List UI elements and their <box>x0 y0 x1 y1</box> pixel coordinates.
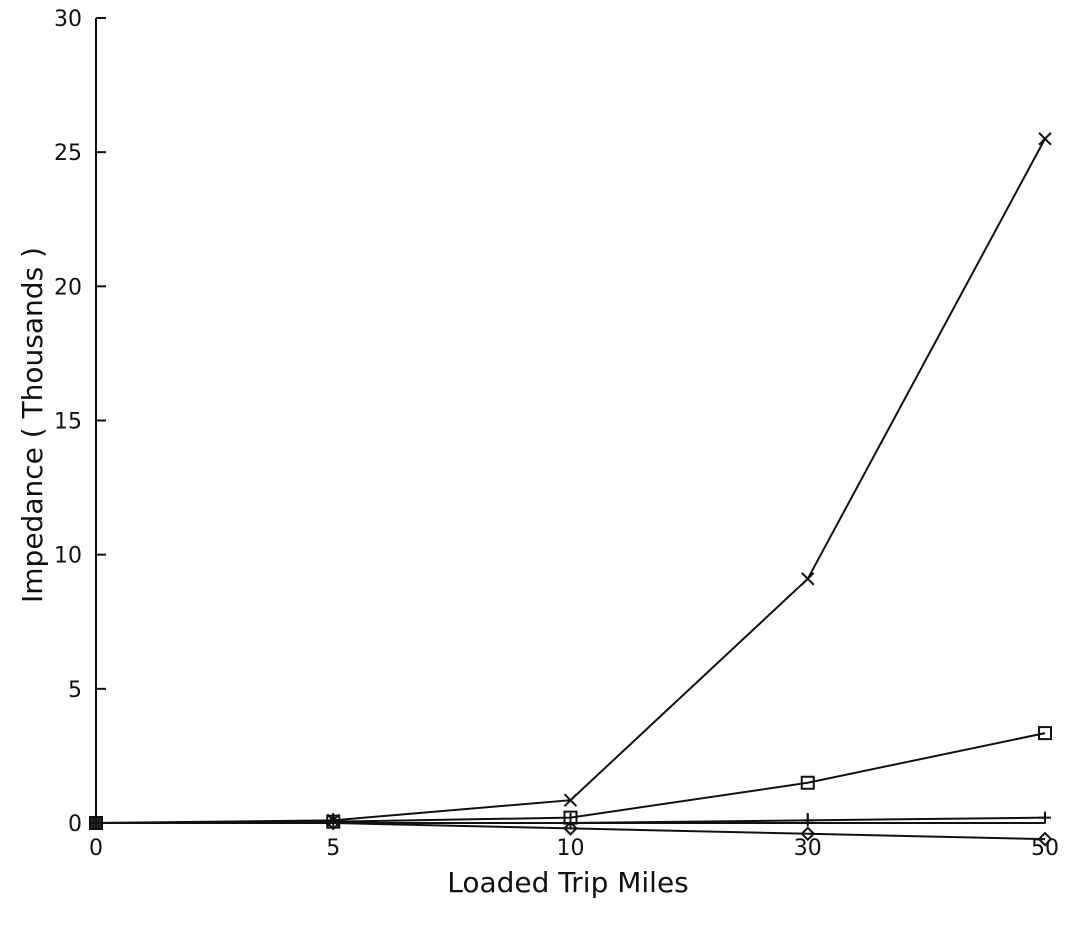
data-point-diamond <box>800 826 816 842</box>
x-tick-label: 5 <box>326 836 340 861</box>
x-tick-label: 50 <box>1031 836 1059 861</box>
data-point-plus <box>1039 811 1051 824</box>
data-point-square <box>800 775 815 790</box>
y-tick-label: 15 <box>54 410 82 435</box>
series-diamond <box>88 815 1053 847</box>
data-point-diamond <box>88 815 104 831</box>
data-point-diamond <box>325 815 341 831</box>
y-tick-label: 5 <box>68 678 82 703</box>
series-group <box>88 132 1053 847</box>
y-tick-label: 30 <box>54 7 82 32</box>
data-point-plus <box>801 814 814 827</box>
y-tick-label: 20 <box>54 275 82 300</box>
data-point-x <box>563 793 578 807</box>
axes <box>95 18 1045 824</box>
y-axis-title: Impedance ( Thousands ) <box>16 247 49 603</box>
x-axis-title: Loaded Trip Miles <box>447 866 689 899</box>
data-point-x <box>801 572 815 586</box>
y-ticks: 0 5 10 15 20 25 30 <box>54 7 106 837</box>
y-tick-label: 25 <box>54 141 82 166</box>
y-tick-label: 0 <box>68 812 82 837</box>
data-point-x <box>1038 132 1052 146</box>
series-line <box>95 732 1046 824</box>
y-tick-label: 10 <box>54 544 82 569</box>
series-line <box>96 822 1046 841</box>
x-tick-label: 0 <box>89 836 103 861</box>
series-x <box>89 132 1052 830</box>
data-point-diamond <box>563 820 578 836</box>
x-tick-label: 10 <box>557 836 585 861</box>
data-point-square <box>1038 726 1052 741</box>
data-point-diamond <box>1037 831 1053 847</box>
series-line <box>95 138 1046 824</box>
